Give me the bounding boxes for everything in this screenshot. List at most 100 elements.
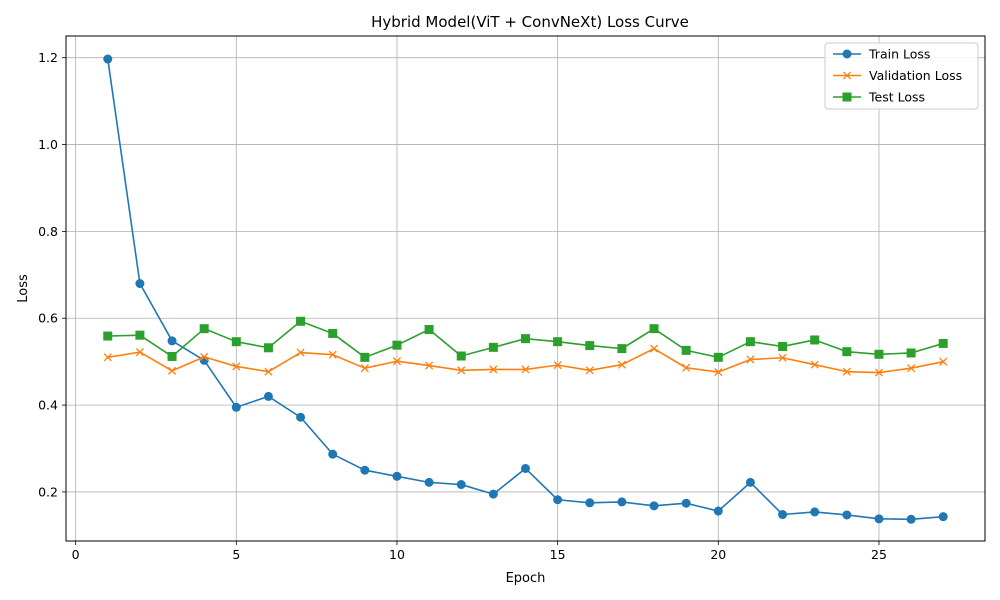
- train-loss-point: [328, 449, 338, 459]
- train-loss-point: [745, 477, 755, 487]
- validation-loss-series: [103, 344, 948, 377]
- validation-loss-point: [457, 366, 466, 375]
- validation-loss-point: [103, 353, 112, 362]
- test-loss-point: [553, 337, 563, 347]
- train-loss-point: [842, 510, 852, 520]
- y-tick-label: 0.4: [38, 398, 58, 413]
- legend-label: Test Loss: [868, 90, 925, 105]
- train-loss-point: [103, 54, 113, 64]
- axis-ticks: 0 5 10 15 20 25 0.2 0.4 0.6 0.8 1.0 1.2: [38, 50, 887, 562]
- validation-loss-point: [232, 362, 241, 371]
- train-loss-point: [456, 480, 466, 490]
- validation-loss-point: [360, 364, 369, 373]
- validation-loss-point: [682, 363, 691, 372]
- legend-swatch-marker: [842, 71, 852, 80]
- train-loss-point: [874, 514, 884, 524]
- x-tick-label: 10: [389, 547, 405, 562]
- train-loss-point: [135, 279, 145, 289]
- validation-loss-point: [489, 365, 498, 374]
- y-axis-title: Loss: [16, 274, 31, 303]
- train-loss-point: [231, 402, 241, 412]
- legend: Train Loss Validation Loss Test Loss: [824, 42, 979, 110]
- y-tick-label: 1.0: [38, 137, 58, 152]
- train-loss-series: [103, 54, 948, 524]
- test-loss-point: [649, 324, 659, 334]
- x-tick-label: 25: [871, 547, 887, 562]
- y-tick-label: 0.6: [38, 311, 58, 326]
- test-loss-series: [103, 316, 948, 362]
- validation-loss-point: [746, 355, 755, 364]
- legend-item-validation-loss: Validation Loss: [833, 68, 962, 83]
- validation-loss-point: [842, 367, 851, 376]
- x-tick-label: 0: [72, 547, 80, 562]
- test-loss-point: [713, 352, 723, 362]
- train-loss-point: [263, 391, 273, 401]
- test-loss-point: [938, 338, 948, 348]
- legend-item-test-loss: Test Loss: [833, 90, 925, 105]
- test-loss-point: [360, 352, 370, 362]
- test-loss-point: [328, 328, 338, 338]
- train-loss-point: [521, 463, 530, 473]
- validation-loss-point: [264, 367, 273, 376]
- legend-label: Train Loss: [868, 47, 930, 62]
- validation-loss-point: [135, 348, 144, 357]
- test-loss-point: [810, 335, 820, 345]
- train-loss-point: [649, 501, 659, 511]
- test-loss-point: [585, 341, 595, 351]
- train-loss-point: [906, 514, 916, 524]
- test-loss-point: [135, 330, 145, 340]
- train-loss-point: [424, 477, 434, 487]
- test-loss-point: [263, 343, 273, 353]
- train-loss-point: [488, 489, 498, 499]
- validation-loss-point: [167, 366, 177, 375]
- y-tick-label: 0.2: [38, 484, 58, 499]
- test-loss-point: [392, 340, 402, 350]
- validation-loss-point: [200, 352, 209, 361]
- plot-frame: [65, 35, 986, 542]
- x-axis-title: Epoch: [506, 571, 546, 586]
- train-loss-point: [392, 471, 402, 481]
- legend-swatch-marker: [842, 92, 852, 102]
- test-loss-point: [906, 348, 916, 358]
- chart-title: Hybrid Model(ViT + ConvNeXt) Loss Curve: [371, 13, 689, 31]
- legend-item-train-loss: Train Loss: [833, 47, 930, 62]
- validation-loss-point: [714, 368, 723, 377]
- validation-loss-point: [392, 357, 402, 366]
- validation-loss-point: [810, 360, 819, 369]
- validation-loss-point: [296, 348, 305, 357]
- validation-loss-point: [553, 361, 562, 370]
- test-loss-point: [842, 347, 852, 357]
- test-loss-point: [103, 331, 113, 341]
- train-loss-point: [553, 495, 563, 505]
- test-loss-point: [167, 351, 177, 361]
- validation-loss-point: [874, 368, 884, 377]
- test-loss-point: [296, 316, 306, 326]
- y-tick-label: 0.8: [38, 224, 58, 239]
- train-loss-point: [360, 465, 370, 475]
- train-loss-point: [585, 498, 595, 508]
- legend-swatch-marker: [842, 49, 852, 59]
- series-layer: [103, 54, 948, 524]
- legend-label: Validation Loss: [869, 68, 962, 83]
- train-loss-point: [810, 507, 820, 517]
- test-loss-point: [231, 337, 241, 347]
- test-loss-point: [488, 342, 498, 352]
- y-tick-label: 1.2: [38, 50, 58, 65]
- test-loss-point: [681, 345, 691, 355]
- validation-loss-point: [649, 344, 659, 353]
- test-loss-point: [521, 334, 530, 344]
- validation-loss-point: [907, 364, 916, 373]
- validation-loss-point: [425, 361, 434, 370]
- legend-box: [824, 42, 979, 110]
- test-loss-point: [778, 341, 788, 351]
- test-loss-point: [745, 337, 755, 347]
- x-tick-label: 5: [232, 547, 240, 562]
- test-loss-point: [199, 324, 209, 334]
- train-loss-point: [713, 506, 723, 516]
- validation-loss-point: [521, 365, 530, 374]
- test-loss-point: [456, 351, 466, 361]
- validation-loss-point: [617, 360, 626, 369]
- train-loss-point: [681, 498, 691, 508]
- train-loss-point: [778, 510, 788, 520]
